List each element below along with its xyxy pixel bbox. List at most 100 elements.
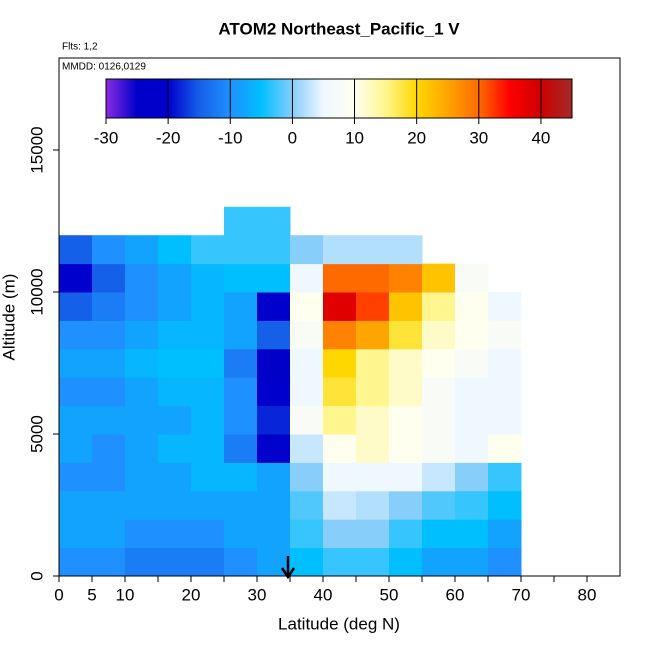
cell	[389, 263, 423, 293]
cell	[59, 547, 93, 577]
cell	[125, 490, 159, 520]
cell	[92, 320, 126, 350]
cell	[224, 235, 258, 265]
cell	[356, 263, 390, 293]
cell	[323, 320, 357, 350]
cell	[158, 405, 192, 435]
cell	[290, 292, 324, 321]
cell	[488, 490, 522, 520]
cell	[92, 377, 126, 407]
cell	[191, 462, 225, 492]
cell	[290, 490, 324, 520]
cell	[389, 320, 423, 350]
cell	[224, 462, 258, 492]
cell	[422, 405, 456, 435]
cell	[92, 235, 126, 265]
cell	[257, 206, 291, 236]
cell	[191, 377, 225, 407]
cell	[323, 519, 357, 549]
y-tick-label: 5000	[27, 415, 46, 453]
cell	[356, 292, 390, 321]
cell	[125, 405, 159, 435]
cell	[488, 519, 522, 549]
colorbar-tick-label: 40	[531, 128, 550, 147]
cell	[158, 320, 192, 350]
cell	[290, 434, 324, 463]
cell	[422, 490, 456, 520]
cell	[92, 490, 126, 520]
cell	[224, 292, 258, 321]
cell	[422, 547, 456, 577]
cell	[191, 519, 225, 549]
cell	[59, 320, 93, 350]
cell	[323, 263, 357, 293]
cell	[158, 377, 192, 407]
colorbar-tick-label: 0	[288, 128, 297, 147]
cell	[455, 348, 489, 378]
cell	[125, 462, 159, 492]
colorbar-tick-label: 10	[345, 128, 364, 147]
cell	[92, 292, 126, 321]
cell	[389, 462, 423, 492]
cell	[92, 519, 126, 549]
cell	[224, 320, 258, 350]
cell	[125, 292, 159, 321]
cell	[125, 547, 159, 577]
cell	[59, 405, 93, 435]
cell	[257, 462, 291, 492]
cell	[191, 320, 225, 350]
cell	[125, 519, 159, 549]
cell	[455, 405, 489, 435]
cell	[191, 490, 225, 520]
cell	[422, 519, 456, 549]
cell	[323, 377, 357, 407]
cell	[323, 235, 357, 265]
cell	[224, 377, 258, 407]
cell	[257, 405, 291, 435]
cell	[158, 462, 192, 492]
cell	[323, 547, 357, 577]
cell	[191, 434, 225, 463]
cell	[389, 547, 423, 577]
y-tick-label: 15000	[27, 126, 46, 173]
cell	[158, 235, 192, 265]
colorbar-tick-label: 20	[407, 128, 426, 147]
cell	[356, 405, 390, 435]
cell	[323, 405, 357, 435]
cell	[389, 490, 423, 520]
y-axis-label: Altitude (m)	[0, 274, 18, 361]
cell	[257, 519, 291, 549]
x-tick-label: 80	[578, 585, 597, 604]
cell	[290, 348, 324, 378]
cell	[125, 377, 159, 407]
x-tick-label: 70	[512, 585, 531, 604]
cell	[455, 490, 489, 520]
cell	[488, 348, 522, 378]
cell	[59, 434, 93, 463]
cell	[389, 348, 423, 378]
cell	[422, 434, 456, 463]
cell	[323, 490, 357, 520]
cell	[158, 547, 192, 577]
x-tick-label: 30	[248, 585, 267, 604]
cell	[356, 490, 390, 520]
colorbar-tick-label: -10	[218, 128, 243, 147]
cell	[356, 377, 390, 407]
colorbar-tick-label: -30	[94, 128, 119, 147]
cell	[59, 263, 93, 293]
cell	[257, 348, 291, 378]
cell	[224, 490, 258, 520]
cell	[125, 320, 159, 350]
cell	[455, 292, 489, 321]
cell	[125, 263, 159, 293]
cell	[290, 547, 324, 577]
cell	[158, 490, 192, 520]
cell	[356, 519, 390, 549]
x-tick-label: 0	[54, 585, 63, 604]
cell	[389, 434, 423, 463]
cell	[158, 292, 192, 321]
cell	[125, 434, 159, 463]
cell	[158, 434, 192, 463]
x-tick-label: 10	[116, 585, 135, 604]
cell	[92, 263, 126, 293]
